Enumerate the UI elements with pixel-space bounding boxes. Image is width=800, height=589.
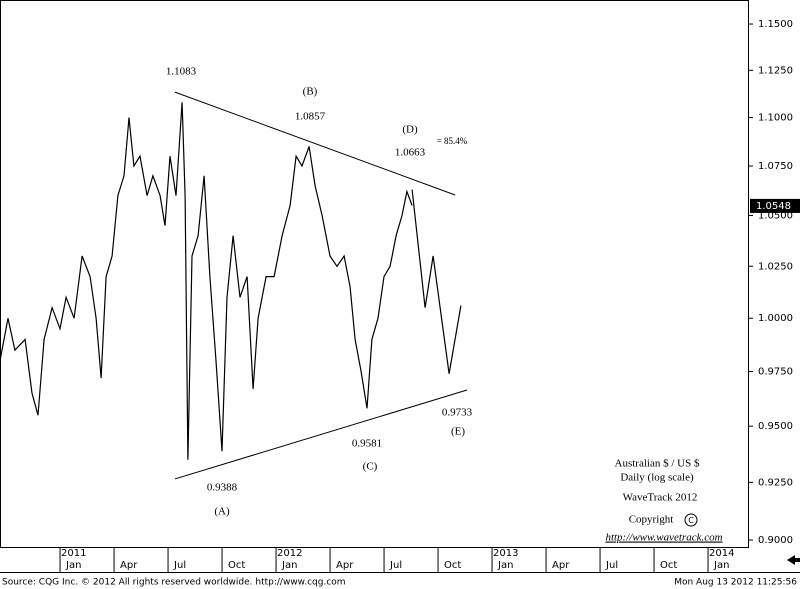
x-tick-label: Apr <box>120 560 138 571</box>
scale-note: Daily (log scale) <box>620 472 694 484</box>
x-tick-label: Jul <box>389 560 402 571</box>
wave-label: 1.0857 <box>295 111 326 123</box>
x-year-label: 2014 <box>709 548 734 559</box>
x-tick-label: Apr <box>336 560 354 571</box>
copyright-icon <box>684 513 698 527</box>
price-line <box>411 189 462 374</box>
x-tick-label: Oct <box>444 560 461 571</box>
wave-label: (D) <box>402 124 418 136</box>
y-tick-label: 1.1250 <box>758 65 793 76</box>
copyright: Copyright <box>629 514 674 526</box>
x-year-label: 2013 <box>493 548 518 559</box>
x-tick-label: Jan <box>497 560 513 571</box>
price-line <box>0 102 413 460</box>
footer-time: Mon Aug 13 2012 11:25:56 <box>674 578 797 588</box>
x-tick-label: Jan <box>65 560 81 571</box>
wave-label: (E) <box>451 426 465 438</box>
y-tick-label: 1.1500 <box>758 19 793 30</box>
x-year-label: 2011 <box>61 548 86 559</box>
x-tick-label: Jan <box>281 560 297 571</box>
trend-line <box>174 389 468 480</box>
wave-label: 1.0663 <box>395 147 426 159</box>
y-tick-label: 1.0500 <box>758 211 793 222</box>
y-tick-label: 1.0250 <box>758 261 793 272</box>
wave-label: 1.1083 <box>166 66 197 78</box>
wave-label: 0.9733 <box>442 407 473 419</box>
y-tick-label: 1.0000 <box>758 313 793 324</box>
x-year-label: 2012 <box>277 548 302 559</box>
y-tick-label: 1.1000 <box>758 113 793 124</box>
x-tick-label: Jul <box>605 560 618 571</box>
link[interactable]: http://www.wavetrack.com <box>605 532 722 544</box>
scroll-arrow[interactable] <box>787 555 800 565</box>
x-tick-label: Apr <box>552 560 570 571</box>
last-price-label: 1.0548 <box>756 201 791 212</box>
wavetrack: WaveTrack 2012 <box>623 492 698 504</box>
x-tick-label: Jul <box>173 560 186 571</box>
wave-label: (B) <box>303 86 318 98</box>
wave-label: (A) <box>214 506 230 518</box>
wave-label: = 85.4% <box>437 136 468 146</box>
last-price-box <box>750 198 800 213</box>
y-tick-label: 0.9750 <box>758 367 793 378</box>
y-tick-label: 0.9000 <box>758 535 793 546</box>
x-tick-label: Jan <box>713 560 729 571</box>
y-tick-label: 0.9500 <box>758 421 793 432</box>
wave-label: 0.9388 <box>207 482 238 494</box>
x-tick-label: Oct <box>660 560 677 571</box>
instrument: Australian $ / US $ <box>615 458 700 470</box>
y-tick-label: 1.0750 <box>758 161 793 172</box>
plot-frame <box>0 0 749 548</box>
x-tick-label: Oct <box>228 560 245 571</box>
y-tick-label: 0.9250 <box>758 477 793 488</box>
wave-label: 0.9581 <box>352 438 382 450</box>
wave-label: (C) <box>363 461 378 473</box>
footer-source: Source: CQG Inc. © 2012 All rights reser… <box>2 578 346 588</box>
copyright-icon-c: C <box>688 516 694 525</box>
trend-line <box>174 91 456 196</box>
